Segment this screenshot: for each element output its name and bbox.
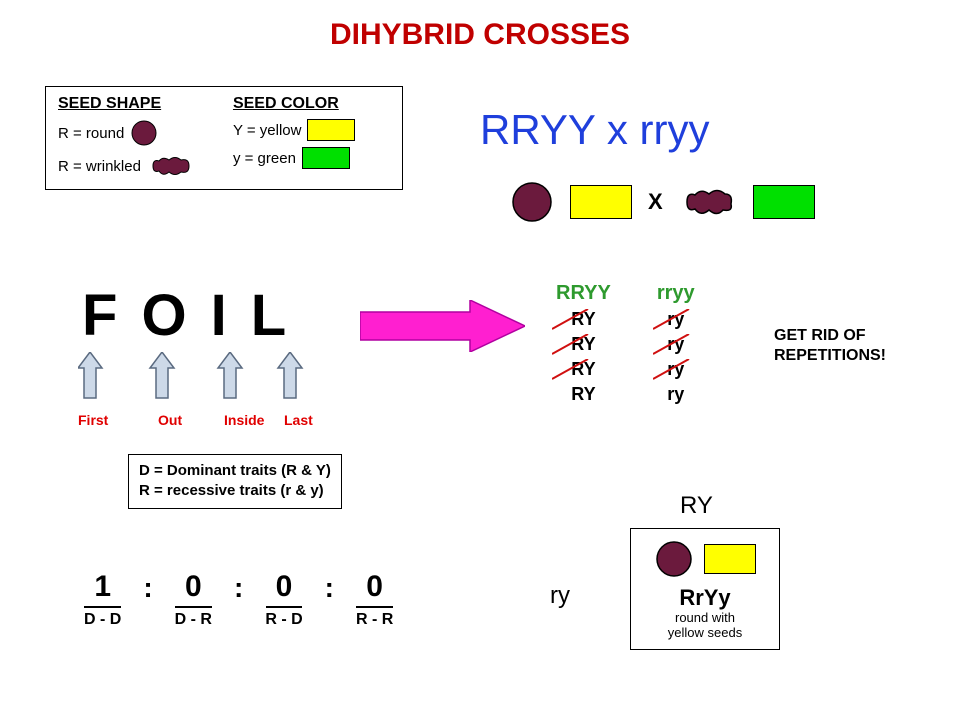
foil-o: O <box>141 283 210 348</box>
punnett-row-label: ry <box>550 582 570 610</box>
gamete-text: ry <box>667 384 684 404</box>
round-seed-icon <box>130 119 158 147</box>
foil-f: F <box>82 283 141 348</box>
yellow-swatch <box>704 544 756 574</box>
ratio-cell: 0 R - D <box>265 570 302 629</box>
legend-label: R = wrinkled <box>58 158 141 175</box>
ratio-label: R - R <box>356 611 393 629</box>
page-title: DIHYBRID CROSSES <box>0 18 960 52</box>
round-seed-icon <box>510 180 554 224</box>
green-swatch <box>753 185 815 219</box>
wrinkled-seed-icon <box>147 153 195 179</box>
legend-shape-col: SEED SHAPE R = round R = wrinkled <box>58 95 195 179</box>
foil-arrows <box>78 352 338 408</box>
big-arrow-icon <box>360 300 525 352</box>
legend-shape-row: R = wrinkled <box>58 153 195 179</box>
gamete-item: ry <box>657 384 695 405</box>
punnett-genotype: RrYy <box>639 585 771 611</box>
ratio-colon: : <box>234 570 243 604</box>
punnett-description: round with yellow seeds <box>639 611 771 641</box>
gamete-item: ry <box>657 359 695 380</box>
ratio-label: R - D <box>265 611 302 629</box>
gamete-item: RY <box>556 309 611 330</box>
ratio-label: D - R <box>175 611 212 629</box>
gamete-text: RY <box>571 309 595 329</box>
gamete-columns: RRYY RY RY RY RY rryy ry ry ry ry <box>556 282 695 409</box>
gamete-text: RY <box>571 334 595 354</box>
yellow-swatch <box>570 185 632 219</box>
ratio-number: 1 <box>84 570 121 608</box>
ratio-label: D - D <box>84 611 121 629</box>
phenotype-ratio: 1 D - D : 0 D - R : 0 R - D : 0 R - R <box>84 570 393 629</box>
foil-label-out: Out <box>158 412 182 428</box>
foil-label-inside: Inside <box>224 412 264 428</box>
legend-box: SEED SHAPE R = round R = wrinkled SEED C… <box>45 86 403 190</box>
cross-x: X <box>648 189 663 215</box>
gamete-text: RY <box>571 359 595 379</box>
gamete-col-right: rryy ry ry ry ry <box>657 282 695 409</box>
green-swatch <box>302 147 350 169</box>
ratio-colon: : <box>325 570 334 604</box>
legend-shape-row: R = round <box>58 119 195 147</box>
gamete-text: ry <box>667 334 684 354</box>
legend-shape-title: SEED SHAPE <box>58 95 195 113</box>
ratio-number: 0 <box>356 570 393 608</box>
punnett-desc-line: yellow seeds <box>639 626 771 641</box>
note-line: REPETITIONS! <box>774 346 886 366</box>
yellow-swatch <box>307 119 355 141</box>
gamete-item: RY <box>556 334 611 355</box>
gamete-header: RRYY <box>556 282 611 305</box>
gamete-header: rryy <box>657 282 695 305</box>
legend-color-title: SEED COLOR <box>233 95 356 113</box>
phenotype-row: X <box>510 180 815 224</box>
legend-color-col: SEED COLOR Y = yellow y = green <box>233 95 356 179</box>
foil-label-last: Last <box>284 412 313 428</box>
punnett-col-label: RY <box>680 492 713 520</box>
trait-line: R = recessive traits (r & y) <box>139 481 331 501</box>
gamete-col-left: RRYY RY RY RY RY <box>556 282 611 409</box>
foil-l: L <box>251 283 286 348</box>
ratio-colon: : <box>143 570 152 604</box>
gamete-item: ry <box>657 334 695 355</box>
foil-label-first: First <box>78 412 108 428</box>
repetition-note: GET RID OF REPETITIONS! <box>774 326 886 366</box>
legend-label: R = round <box>58 125 124 142</box>
trait-line: D = Dominant traits (R & Y) <box>139 461 331 481</box>
gamete-item: RY <box>556 359 611 380</box>
note-line: GET RID OF <box>774 326 886 346</box>
gamete-item: ry <box>657 309 695 330</box>
ratio-cell: 0 R - R <box>356 570 393 629</box>
round-seed-icon <box>654 539 694 579</box>
gamete-text: ry <box>667 359 684 379</box>
trait-definitions: D = Dominant traits (R & Y) R = recessiv… <box>128 454 342 509</box>
legend-color-row: y = green <box>233 147 356 169</box>
gamete-text: RY <box>571 384 595 404</box>
punnett-square: RrYy round with yellow seeds <box>630 528 780 650</box>
wrinkled-seed-icon <box>679 184 737 220</box>
ratio-number: 0 <box>266 570 303 608</box>
ratio-cell: 0 D - R <box>175 570 212 629</box>
foil-i: I <box>211 283 251 348</box>
foil-letters: FOIL <box>82 282 286 349</box>
ratio-number: 0 <box>175 570 212 608</box>
legend-label: y = green <box>233 150 296 167</box>
punnett-cell: RrYy round with yellow seeds <box>630 528 780 650</box>
gamete-item: RY <box>556 384 611 405</box>
punnett-desc-line: round with <box>639 611 771 626</box>
gamete-text: ry <box>667 309 684 329</box>
ratio-cell: 1 D - D <box>84 570 121 629</box>
legend-color-row: Y = yellow <box>233 119 356 141</box>
legend-label: Y = yellow <box>233 122 302 139</box>
cross-genotype: RRYY x rryy <box>480 106 709 154</box>
